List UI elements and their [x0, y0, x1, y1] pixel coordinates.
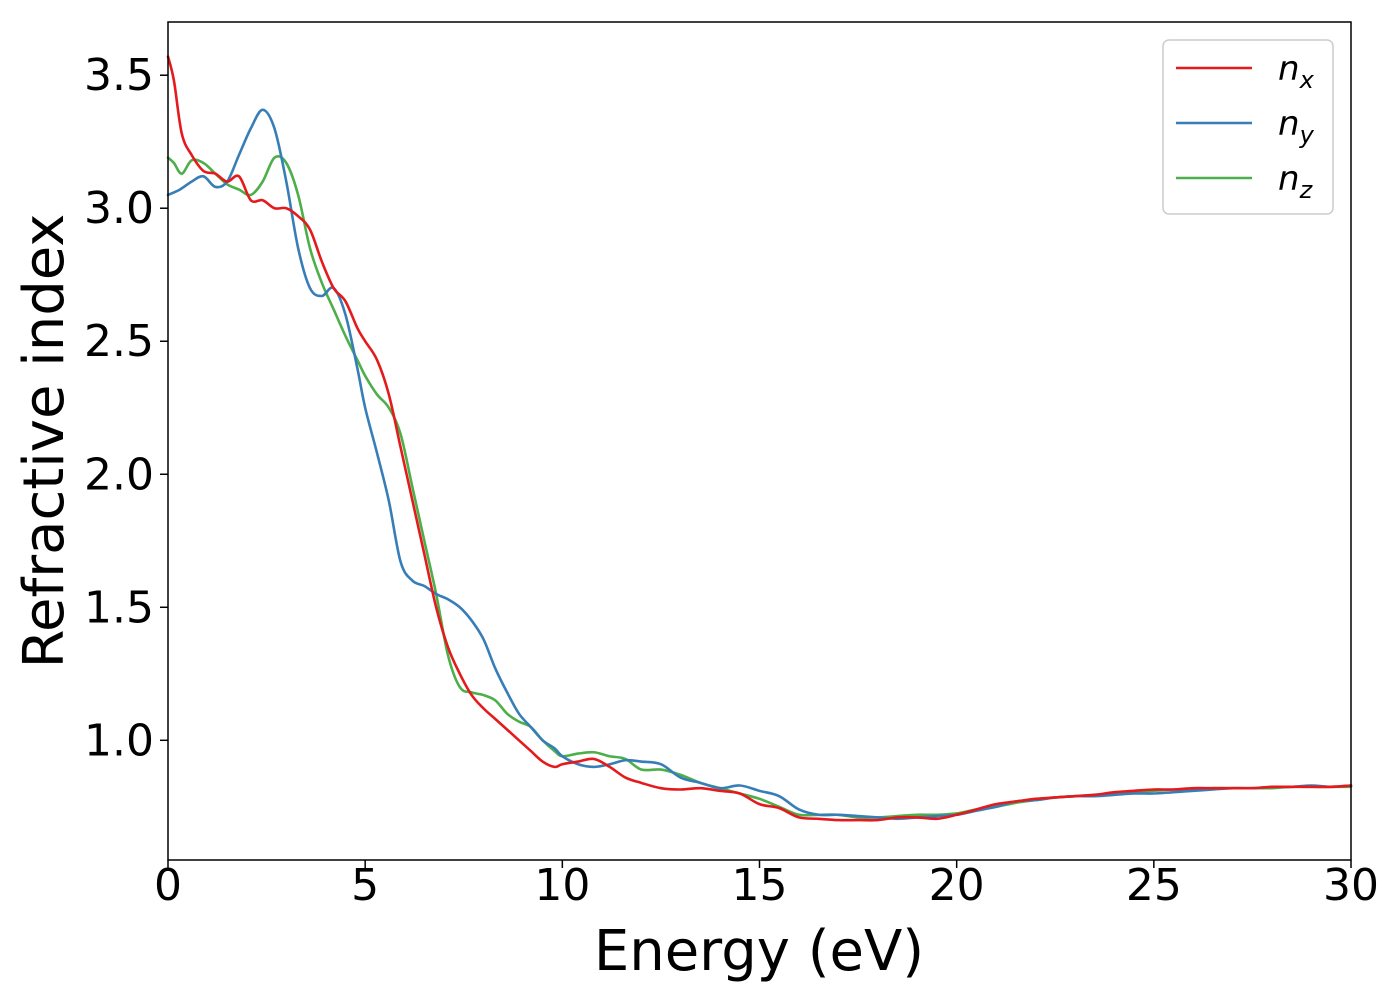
legend-label-subscript: z [1299, 176, 1314, 204]
x-tick-label: 25 [1126, 860, 1182, 911]
legend-label-subscript: y [1299, 121, 1315, 149]
x-tick-label: 10 [534, 860, 590, 911]
legend-label-main: n [1278, 49, 1300, 89]
x-tick-label: 15 [732, 860, 788, 911]
y-tick-label: 3.5 [84, 50, 154, 101]
legend-label-ny: ny [1278, 104, 1315, 149]
plot-area [168, 22, 1351, 860]
y-tick-label: 2.0 [84, 449, 154, 500]
y-tick-label: 1.5 [84, 582, 154, 633]
legend-label-nx: nx [1278, 49, 1315, 94]
x-axis-ticks: 0 5 10 15 20 25 30 [154, 860, 1379, 911]
y-tick-label: 1.0 [84, 715, 154, 766]
x-tick-label: 0 [154, 860, 182, 911]
legend-label-subscript: x [1299, 66, 1315, 94]
legend-box [1162, 39, 1334, 215]
y-tick-label: 3.0 [84, 183, 154, 234]
x-axis-title: Energy (eV) [594, 919, 924, 984]
y-axis-title: Refractive index [12, 214, 77, 669]
y-tick-label: 2.5 [84, 316, 154, 367]
legend-label-main: n [1278, 159, 1300, 199]
x-tick-label: 20 [929, 860, 985, 911]
series-layer [166, 55, 1353, 822]
series-line-ny [166, 108, 1353, 821]
x-tick-label: 5 [351, 860, 379, 911]
legend-label-nz: nz [1278, 159, 1314, 204]
legend-label-main: n [1278, 104, 1300, 144]
series-line-nx [166, 55, 1353, 822]
y-axis-ticks: 1.0 1.5 2.0 2.5 3.0 3.5 [84, 50, 168, 766]
x-tick-label: 30 [1323, 860, 1379, 911]
